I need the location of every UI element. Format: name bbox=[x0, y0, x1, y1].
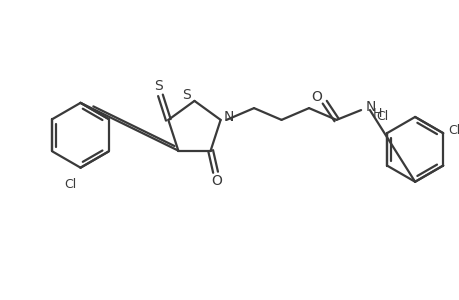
Text: Cl: Cl bbox=[447, 124, 459, 137]
Text: Cl: Cl bbox=[375, 110, 387, 123]
Text: O: O bbox=[211, 174, 222, 188]
Text: N: N bbox=[223, 110, 233, 124]
Text: H: H bbox=[372, 106, 381, 119]
Text: S: S bbox=[154, 80, 162, 94]
Text: O: O bbox=[311, 90, 322, 104]
Text: Cl: Cl bbox=[64, 178, 77, 190]
Text: N: N bbox=[365, 100, 375, 114]
Text: S: S bbox=[182, 88, 190, 102]
